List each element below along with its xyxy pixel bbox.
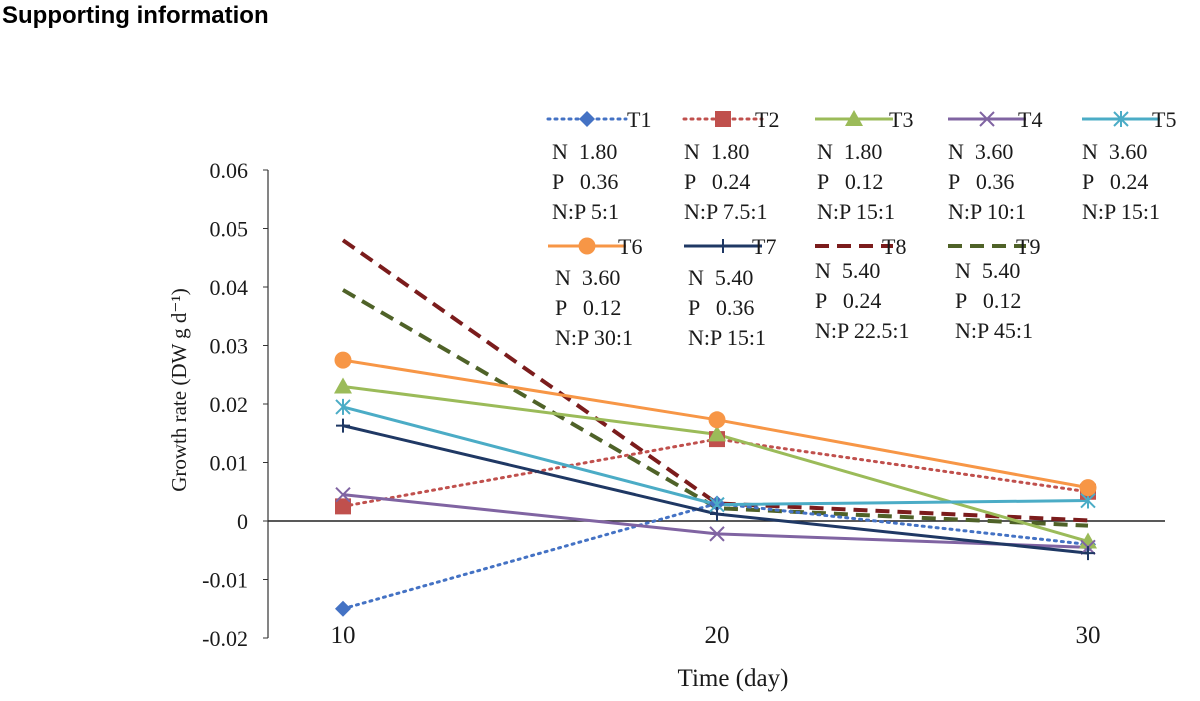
- legend-marker-t3: [845, 110, 863, 126]
- data-point-t1-10: [335, 600, 351, 617]
- data-point-t7-10: [336, 418, 350, 433]
- legend-p-t6: P 0.12: [555, 295, 621, 320]
- legend-label-t1: T1: [627, 107, 651, 132]
- data-point-t6-30: [1079, 479, 1097, 497]
- legend-np-t3: N:P 15:1: [817, 199, 895, 224]
- data-point-t4-10: [335, 486, 351, 503]
- legend-marker-t5: [1113, 111, 1129, 127]
- legend-marker-t4: [979, 111, 995, 127]
- y-tick-label: 0.05: [210, 217, 249, 242]
- legend-n-t2: N 1.80: [684, 139, 749, 164]
- chart-series-markers: [334, 351, 1097, 617]
- legend-n-t7: N 5.40: [688, 265, 753, 290]
- data-point-t7-30: [1081, 546, 1095, 561]
- legend-n-t6: N 3.60: [555, 265, 620, 290]
- data-point-t4-20: [709, 526, 725, 542]
- data-point-t6-10: [334, 351, 352, 369]
- y-tick-label: -0.02: [202, 626, 248, 651]
- legend-label-t5: T5: [1152, 107, 1176, 132]
- legend-np-t4: N:P 10:1: [948, 199, 1026, 224]
- y-tick-label: 0.02: [210, 392, 249, 417]
- y-tick-label: 0.04: [210, 275, 249, 300]
- page-heading: Supporting information: [2, 2, 269, 29]
- series-line-t1: [341, 501, 1090, 611]
- data-point-t3-20: [708, 425, 726, 442]
- x-tick-label: 10: [331, 622, 356, 649]
- legend-label-t3: T3: [889, 107, 913, 132]
- y-tick-label: 0.01: [210, 451, 249, 476]
- legend-np-t6: N:P 30:1: [555, 325, 633, 350]
- legend-label-t4: T4: [1018, 107, 1042, 132]
- legend-n-t5: N 3.60: [1082, 139, 1147, 164]
- data-point-t5-10: [335, 398, 351, 415]
- legend-p-t5: P 0.24: [1082, 169, 1148, 194]
- legend-np-t8: N:P 22.5:1: [815, 318, 910, 343]
- y-tick-label: -0.01: [202, 568, 248, 593]
- legend-label-t6: T6: [618, 234, 642, 259]
- series-line-t2: [341, 437, 1090, 508]
- legend-np-t5: N:P 15:1: [1082, 199, 1160, 224]
- legend-label-t2: T2: [755, 107, 779, 132]
- legend-np-t7: N:P 15:1: [688, 325, 766, 350]
- legend-p-t1: P 0.36: [552, 169, 618, 194]
- legend-n-t1: N 1.80: [552, 139, 617, 164]
- legend-label-t7: T7: [752, 234, 776, 259]
- x-axis-title: Time (day): [678, 665, 789, 692]
- legend-p-t9: P 0.12: [955, 288, 1021, 313]
- legend-label-t8: T8: [882, 234, 906, 259]
- legend-marker-t1: [579, 111, 595, 127]
- legend-marker-t7: [716, 239, 730, 253]
- legend-np-t1: N:P 5:1: [552, 199, 619, 224]
- legend-p-t7: P 0.36: [688, 295, 754, 320]
- data-point-t6-20: [708, 411, 726, 429]
- data-point-t2-10: [335, 498, 351, 515]
- legend-n-t8: N 5.40: [815, 258, 880, 283]
- legend-p-t8: P 0.24: [815, 288, 881, 313]
- data-point-t3-10: [334, 377, 352, 394]
- legend-p-t3: P 0.12: [817, 169, 883, 194]
- data-point-t7-20: [710, 506, 724, 521]
- series-line-t8: [341, 238, 1089, 523]
- legend-marker-t2: [715, 111, 731, 127]
- y-axis-title: Growth rate (DW g d⁻¹): [167, 288, 191, 492]
- chart-axes: -0.02 -0.01 0 0.01 0.02 0.03 0.04 0.05 0.06 10 20 3…: [202, 158, 1165, 651]
- legend-np-t2: N:P 7.5:1: [684, 199, 768, 224]
- legend-p-t4: P 0.36: [948, 169, 1014, 194]
- x-tick-label: 20: [705, 622, 730, 649]
- legend-n-t3: N 1.80: [817, 139, 882, 164]
- legend-label-t9: T9: [1016, 234, 1040, 259]
- y-tick-label: 0.06: [210, 158, 249, 183]
- y-tick-label: 0: [237, 509, 248, 534]
- legend-n-t4: N 3.60: [948, 139, 1013, 164]
- data-point-t3-30: [1079, 532, 1097, 549]
- series-line-t3: [342, 384, 1089, 543]
- legend-p-t2: P 0.24: [684, 169, 750, 194]
- series-line-t9: [341, 288, 1089, 528]
- legend-np-t9: N:P 45:1: [955, 318, 1033, 343]
- legend-n-t9: N 5.40: [955, 258, 1020, 283]
- y-tick-label: 0.03: [210, 334, 249, 359]
- legend-marker-t6: [578, 237, 596, 255]
- x-tick-label: 30: [1076, 622, 1101, 649]
